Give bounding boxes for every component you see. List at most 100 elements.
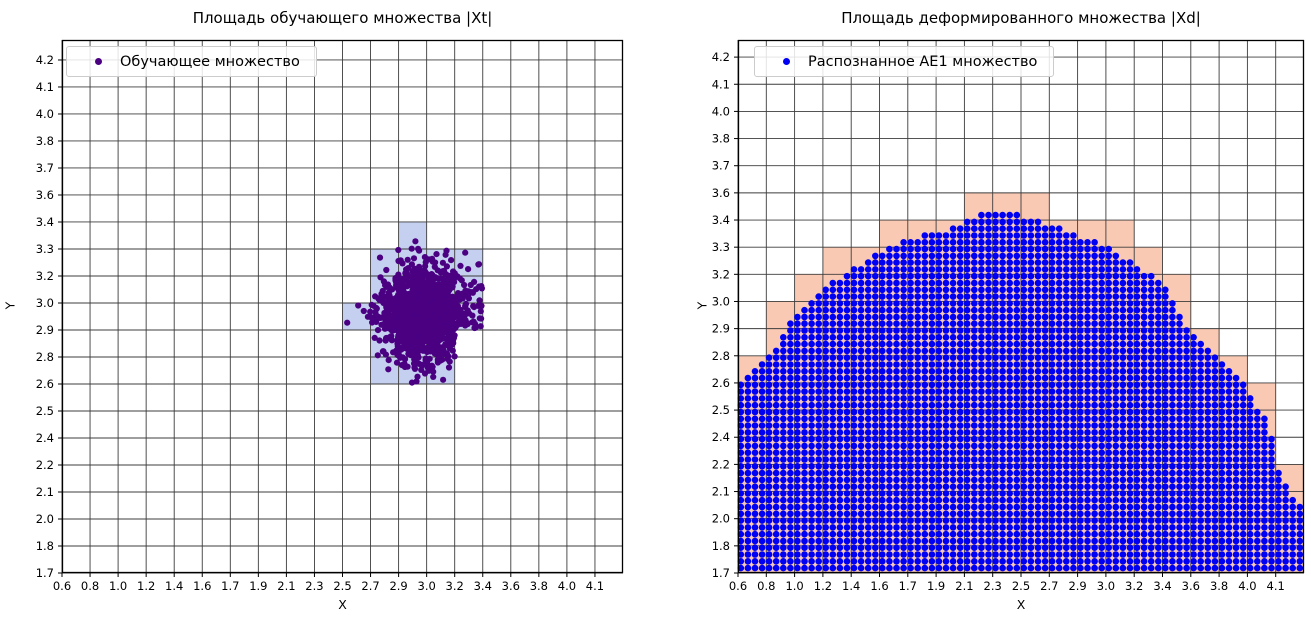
right-plot-canvas: 0.6 0.8 1.0 1.2 1.4 1.6 1.7 1.9 2.1 2.3 2.5 2.7 2.9 3… [712, 39, 1305, 593]
y-tick-label: 2.9 [712, 322, 730, 336]
y-tick-label: 2.2 [712, 457, 730, 471]
y-tick-label: 3.3 [36, 242, 54, 256]
right-plot-title: Площадь деформированного множества |Xd| [841, 9, 1201, 27]
recognized-lattice-points [737, 211, 1304, 572]
axes-spines [737, 39, 1305, 574]
x-tick-label: 2.7 [361, 579, 379, 593]
x-tick-label: 1.9 [927, 579, 945, 593]
x-tick-label: 1.9 [249, 579, 267, 593]
x-tick-label: 4.1 [1267, 579, 1285, 593]
y-tick-label: 1.8 [36, 539, 54, 553]
y-tick-label: 4.1 [36, 80, 54, 94]
y-tick-label: 2.1 [712, 485, 730, 499]
x-tick-label: 1.7 [899, 579, 917, 593]
y-tick-label: 1.8 [712, 539, 730, 553]
x-tick-label: 1.7 [221, 579, 239, 593]
x-tick-label: 1.0 [109, 579, 127, 593]
y-tick-label: 2.4 [36, 431, 54, 445]
x-tick-label: 2.9 [1068, 579, 1086, 593]
recognized-set-marker-icon [783, 58, 790, 65]
tick-labels: 0.6 0.8 1.0 1.2 1.4 1.6 1.7 1.9 2.1 2.3 2.5 2.7 2.9 3… [712, 50, 1285, 593]
tick-labels: 0.6 0.8 1.0 1.2 1.4 1.6 1.7 1.9 2.1 2.3 2.5 2.7 2.9 3… [36, 53, 604, 593]
x-tick-label: 0.6 [53, 579, 71, 593]
y-tick-label: 1.7 [712, 566, 730, 580]
y-tick-label: 4.0 [36, 107, 54, 121]
y-tick-label: 3.8 [36, 134, 54, 148]
y-tick-label: 3.7 [712, 159, 730, 173]
y-tick-label: 2.4 [712, 430, 730, 444]
y-tick-label: 2.5 [712, 403, 730, 417]
y-tick-label: 3.3 [712, 240, 730, 254]
x-tick-label: 3.6 [502, 579, 520, 593]
x-tick-label: 2.5 [333, 579, 351, 593]
y-tick-label: 3.7 [36, 161, 54, 175]
x-tick-label: 4.0 [558, 579, 576, 593]
y-tick-label: 2.8 [712, 349, 730, 363]
x-tick-label: 2.5 [1012, 579, 1030, 593]
x-tick-label: 2.1 [277, 579, 295, 593]
axes-spines [61, 39, 624, 574]
y-tick-label: 3.6 [36, 188, 54, 202]
x-tick-label: 1.6 [193, 579, 211, 593]
x-tick-label: 3.2 [1125, 579, 1143, 593]
y-tick-label: 2.0 [36, 512, 54, 526]
x-tick-label: 0.8 [757, 579, 775, 593]
x-tick-label: 1.2 [814, 579, 832, 593]
y-tick-label: 3.2 [36, 269, 54, 283]
y-tick-label: 1.7 [36, 566, 54, 580]
x-tick-label: 3.2 [446, 579, 464, 593]
x-tick-label: 4.0 [1238, 579, 1256, 593]
y-tick-label: 4.2 [712, 50, 730, 64]
x-tick-label: 1.4 [165, 579, 183, 593]
y-tick-label: 3.4 [36, 215, 54, 229]
legend-label: Распознанное AE1 множество [808, 53, 1038, 70]
y-tick-label: 2.6 [712, 376, 730, 390]
training-set-marker-icon [95, 58, 102, 65]
x-tick-label: 1.2 [137, 579, 155, 593]
x-tick-label: 3.4 [1153, 579, 1171, 593]
grid-cell [370, 356, 399, 384]
tick-marks [58, 59, 596, 577]
right-plot-y-axis-label: Y [694, 301, 710, 310]
y-tick-label: 3.4 [712, 213, 730, 227]
x-tick-label: 2.3 [984, 579, 1002, 593]
y-tick-label: 2.8 [36, 350, 54, 364]
grid-cell [398, 221, 427, 249]
y-tick-label: 4.2 [36, 53, 54, 67]
y-tick-label: 3.6 [712, 186, 730, 200]
grid-cell [822, 247, 852, 275]
grid-cell [1105, 220, 1135, 248]
x-tick-label: 1.6 [870, 579, 888, 593]
x-tick-label: 3.8 [530, 579, 548, 593]
tick-marks [734, 56, 1277, 577]
right-plot-legend: Распознанное AE1 множество [754, 46, 1055, 77]
y-tick-label: 2.1 [36, 485, 54, 499]
training-scatter-points [344, 238, 485, 386]
x-tick-label: 0.6 [729, 579, 747, 593]
x-tick-label: 3.6 [1182, 579, 1200, 593]
legend-label: Обучающее множество [120, 53, 300, 70]
x-tick-label: 4.1 [586, 579, 604, 593]
left-plot-x-axis-label: X [338, 597, 347, 612]
left-plot-y-axis-label: Y [2, 301, 18, 310]
y-tick-label: 3.2 [712, 267, 730, 281]
y-tick-label: 2.5 [36, 404, 54, 418]
y-tick-label: 2.2 [36, 458, 54, 472]
x-tick-label: 1.4 [842, 579, 860, 593]
grid-cell [1021, 192, 1050, 221]
x-tick-label: 2.3 [305, 579, 323, 593]
x-tick-label: 3.0 [418, 579, 436, 593]
x-tick-label: 1.0 [785, 579, 803, 593]
x-tick-label: 2.7 [1040, 579, 1058, 593]
y-tick-label: 4.0 [712, 104, 730, 118]
y-tick-label: 2.0 [712, 512, 730, 526]
y-tick-label: 3.8 [712, 132, 730, 146]
x-tick-label: 3.0 [1097, 579, 1115, 593]
left-plot-title: Площадь обучающего множества |Xt| [192, 9, 493, 27]
x-tick-label: 2.9 [389, 579, 407, 593]
y-tick-label: 3.0 [36, 296, 54, 310]
left-plot-canvas: 0.6 0.8 1.0 1.2 1.4 1.6 1.7 1.9 2.1 2.3 2.5 2.7 2.9 3… [36, 39, 624, 593]
x-tick-label: 2.1 [955, 579, 973, 593]
grid-lines [61, 40, 623, 574]
